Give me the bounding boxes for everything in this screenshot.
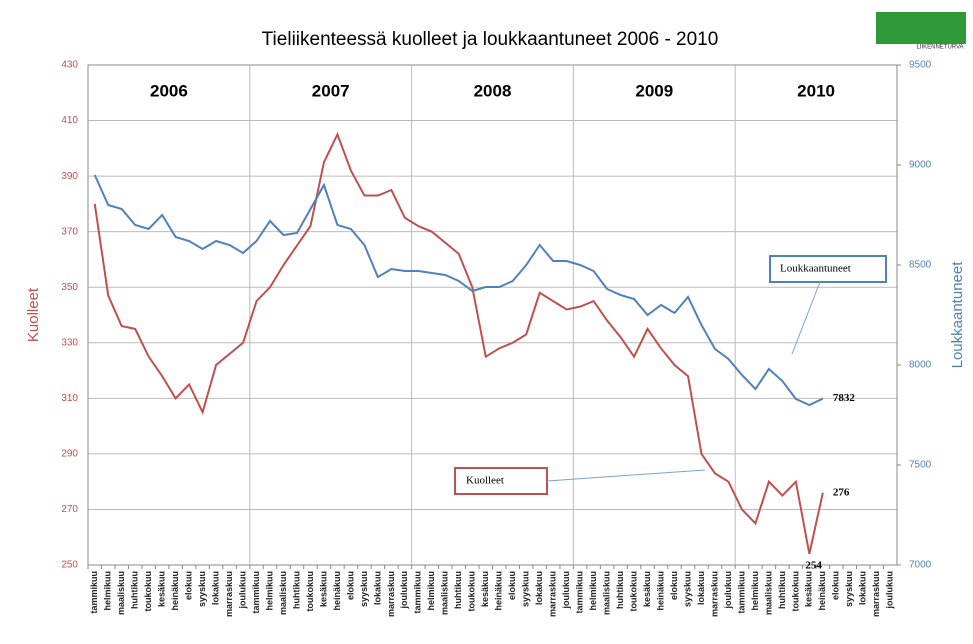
x-tick-label: elokuu <box>345 571 355 600</box>
x-tick-label: elokuu <box>831 571 841 600</box>
y-tick-label: 350 <box>61 282 78 293</box>
x-tick-label: lokakuu <box>210 571 220 605</box>
x-tick-label: huhtikuu <box>777 571 787 609</box>
y-tick-label: 430 <box>61 60 78 71</box>
logo-text: LIIKENNETURVA <box>916 45 963 51</box>
x-tick-label: marraskuu <box>709 571 719 617</box>
y-tick-label: 390 <box>61 171 78 182</box>
x-tick-label: heinäkuu <box>655 571 665 611</box>
series-line <box>93 174 824 407</box>
x-tick-label: joulukuu <box>723 571 733 610</box>
x-tick-label: maaliskuu <box>116 571 126 615</box>
data-label: 7832 <box>833 392 856 404</box>
legend-label: Loukkaantuneet <box>780 263 851 275</box>
y-tick-label: 330 <box>61 337 78 348</box>
x-tick-label: kesäkuu <box>642 571 652 607</box>
y-tick-label: 310 <box>61 393 78 404</box>
logo <box>876 12 966 44</box>
x-tick-label: lokakuu <box>534 571 544 605</box>
legend-arrow <box>791 281 821 355</box>
year-label: 2008 <box>474 81 512 100</box>
data-label: 254 <box>805 559 822 571</box>
x-tick-label: heinäkuu <box>494 571 504 611</box>
y-axis-title: Kuolleet <box>25 287 42 342</box>
y2-tick-label: 8000 <box>909 360 932 371</box>
x-tick-label: toukokuu <box>467 571 477 612</box>
y2-tick-label: 8500 <box>909 260 932 271</box>
x-tick-label: syyskuu <box>682 571 692 607</box>
x-tick-label: lokakuu <box>858 571 868 605</box>
x-tick-label: marraskuu <box>871 571 881 617</box>
x-tick-label: huhtikuu <box>291 571 301 609</box>
x-tick-label: kesäkuu <box>157 571 167 607</box>
x-tick-label: maaliskuu <box>440 571 450 615</box>
y-tick-label: 370 <box>61 226 78 237</box>
x-tick-label: tammikuu <box>251 571 261 614</box>
x-tick-label: maaliskuu <box>763 571 773 615</box>
x-tick-label: elokuu <box>184 571 194 600</box>
x-tick-label: heinäkuu <box>817 571 827 611</box>
x-tick-label: marraskuu <box>224 571 234 617</box>
legend-box <box>769 255 887 283</box>
x-tick-label: heinäkuu <box>170 571 180 611</box>
x-tick-label: tammikuu <box>575 571 585 614</box>
x-tick-label: joulukuu <box>237 571 247 610</box>
y-tick-label: 410 <box>61 115 78 126</box>
x-tick-label: elokuu <box>669 571 679 600</box>
x-tick-label: huhtikuu <box>130 571 140 609</box>
x-tick-label: heinäkuu <box>332 571 342 611</box>
x-tick-label: tammikuu <box>736 571 746 614</box>
x-tick-label: tammikuu <box>89 571 99 614</box>
x-tick-label: toukokuu <box>628 571 638 612</box>
chart-title: Tieliikenteessä kuolleet ja loukkaantune… <box>262 29 719 50</box>
x-tick-label: syyskuu <box>359 571 369 607</box>
x-tick-label: syyskuu <box>521 571 531 607</box>
x-tick-label: toukokuu <box>790 571 800 612</box>
x-tick-label: maaliskuu <box>601 571 611 615</box>
x-tick-label: kesäkuu <box>318 571 328 607</box>
x-tick-label: maaliskuu <box>278 571 288 615</box>
y2-tick-label: 7000 <box>909 560 932 571</box>
x-tick-label: huhtikuu <box>453 571 463 609</box>
year-label: 2006 <box>150 81 188 100</box>
x-tick-label: joulukuu <box>399 571 409 610</box>
x-tick-label: lokakuu <box>372 571 382 605</box>
x-tick-label: helmikuu <box>103 571 113 611</box>
y-tick-label: 290 <box>61 449 78 460</box>
x-tick-label: helmikuu <box>426 571 436 611</box>
series-line <box>93 131 824 555</box>
y-tick-label: 270 <box>61 504 78 515</box>
x-tick-label: lokakuu <box>696 571 706 605</box>
x-tick-label: marraskuu <box>386 571 396 617</box>
x-tick-label: syyskuu <box>844 571 854 607</box>
year-label: 2007 <box>312 81 350 100</box>
x-tick-label: kesäkuu <box>480 571 490 607</box>
x-tick-label: syyskuu <box>197 571 207 607</box>
x-tick-label: toukokuu <box>143 571 153 612</box>
x-tick-label: marraskuu <box>548 571 558 617</box>
x-tick-label: elokuu <box>507 571 517 600</box>
y2-tick-label: 7500 <box>909 460 932 471</box>
legend-label: Kuolleet <box>466 475 504 487</box>
y2-tick-label: 9500 <box>909 60 932 71</box>
x-tick-label: joulukuu <box>561 571 571 610</box>
x-tick-label: kesäkuu <box>804 571 814 607</box>
y2-axis-title: Loukkaantuneet <box>949 261 966 369</box>
year-label: 2009 <box>635 81 673 100</box>
x-tick-label: joulukuu <box>885 571 895 610</box>
y-tick-label: 250 <box>61 560 78 571</box>
x-tick-label: helmikuu <box>264 571 274 611</box>
y2-tick-label: 9000 <box>909 160 932 171</box>
legend-arrow <box>546 469 706 482</box>
x-tick-label: toukokuu <box>305 571 315 612</box>
x-tick-label: helmikuu <box>750 571 760 611</box>
x-tick-label: helmikuu <box>588 571 598 611</box>
x-tick-label: huhtikuu <box>615 571 625 609</box>
data-label: 276 <box>833 486 850 498</box>
x-tick-label: tammikuu <box>413 571 423 614</box>
year-label: 2010 <box>797 81 835 100</box>
